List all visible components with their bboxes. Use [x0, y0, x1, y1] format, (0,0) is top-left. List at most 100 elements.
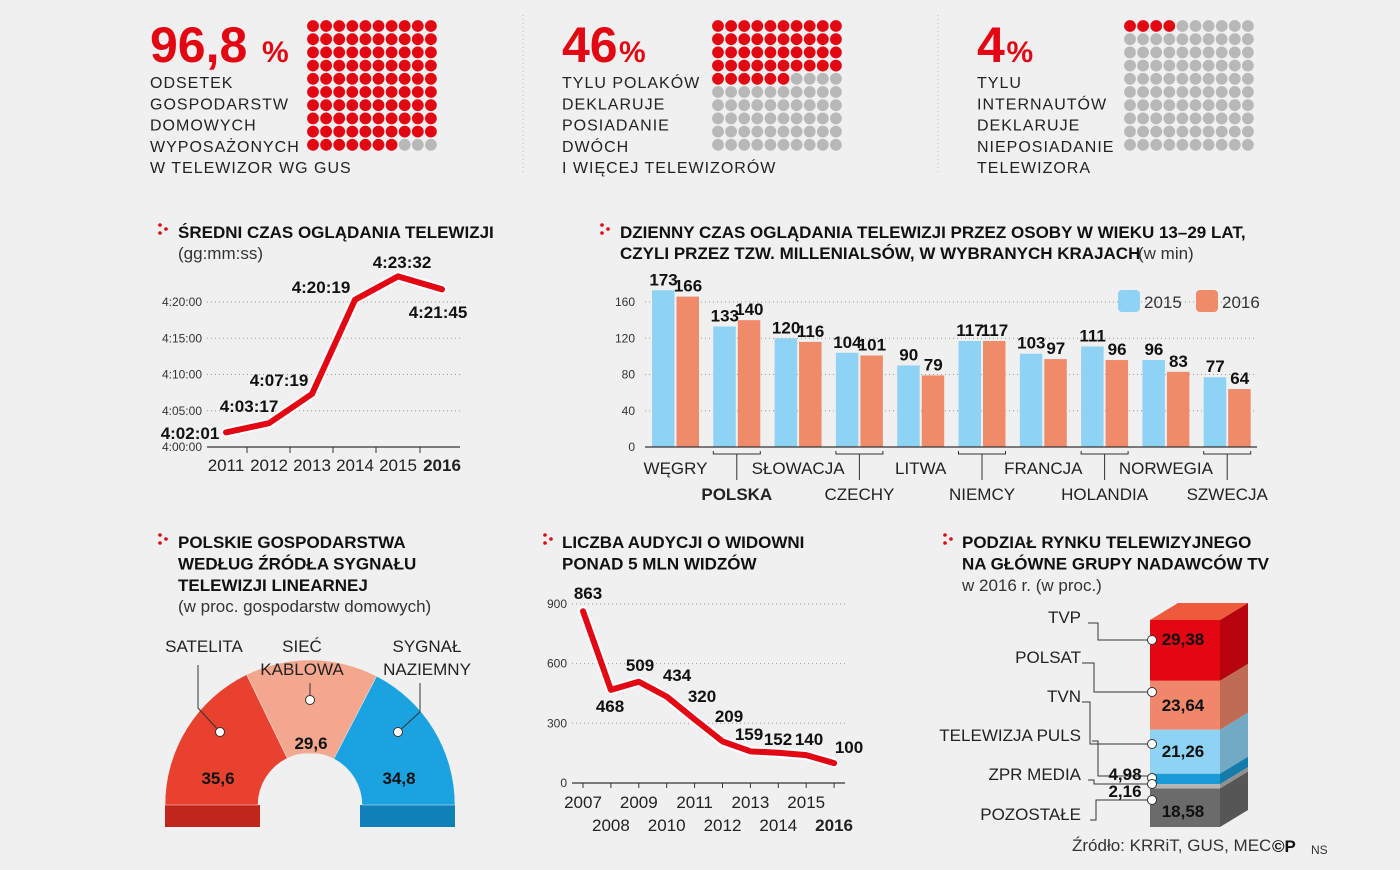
dot-empty: [790, 125, 803, 138]
data-label: 209: [715, 707, 743, 726]
dot-filled: [425, 46, 437, 59]
dot-empty: [777, 138, 790, 151]
category-label: FRANCJA: [1004, 459, 1083, 478]
chart-title-line: POLSKIE GOSPODARSTWA: [178, 533, 406, 552]
bar-value-label: 104: [833, 333, 862, 352]
dot-filled: [320, 46, 332, 59]
dot-grid: [712, 20, 842, 151]
dot-filled: [764, 72, 777, 85]
dot-filled: [725, 46, 737, 59]
dot-empty: [830, 112, 842, 125]
chart-subtitle: w 2016 r. (w proc.): [961, 576, 1102, 595]
segment-side: [1220, 771, 1248, 827]
slice-value: 34,8: [382, 769, 415, 788]
segment-tvn: [1150, 729, 1220, 774]
dot-filled: [385, 125, 398, 138]
x-tick-label: 2015: [787, 793, 825, 812]
dot-empty: [830, 99, 842, 112]
dot-filled: [372, 33, 385, 46]
x-tick-label: 2014: [759, 816, 797, 835]
dot-empty: [790, 86, 803, 98]
dot-filled: [385, 46, 398, 59]
legend-swatch: [1196, 290, 1218, 312]
x-tick-label: 2011: [208, 456, 245, 475]
dot-filled: [333, 112, 346, 125]
footer: Źródło: KRRiT, GUS, MEC ©P NS: [1072, 836, 1328, 857]
dot-filled: [738, 20, 751, 32]
slice: [333, 675, 456, 806]
legend: 2015 2016: [1118, 290, 1260, 312]
y-tick-label: 0: [628, 440, 635, 454]
dot-empty: [1150, 125, 1163, 138]
dot-empty: [1176, 138, 1189, 151]
bar-value-label: 103: [1017, 334, 1045, 353]
category-label: SZWECJA: [1187, 485, 1269, 504]
dot-empty: [1124, 112, 1136, 125]
dot-empty: [777, 112, 790, 125]
bullet-dot: [549, 537, 553, 541]
dot-filled: [425, 20, 437, 32]
dot-empty: [725, 112, 737, 125]
dot-filled: [385, 72, 398, 85]
bullet-dot: [543, 541, 547, 545]
bullet-dot: [600, 223, 604, 227]
dot-filled: [830, 46, 842, 59]
dot-empty: [1202, 59, 1215, 72]
dot-empty: [1150, 72, 1163, 85]
dot-empty: [1242, 99, 1254, 112]
dot-filled: [372, 99, 385, 112]
dot-empty: [1150, 99, 1163, 112]
dot-empty: [1150, 33, 1163, 46]
dot-filled: [398, 86, 411, 98]
dot-filled: [411, 46, 424, 59]
dot-empty: [777, 125, 790, 138]
leader-dot: [1147, 687, 1157, 697]
dot-empty: [1215, 33, 1228, 46]
dot-filled: [790, 33, 803, 46]
source-note: Źródło: KRRiT, GUS, MEC: [1072, 836, 1271, 855]
bullet-dot: [943, 541, 947, 545]
dot-empty: [1189, 112, 1202, 125]
leader-line: [1088, 779, 1148, 785]
dot-filled: [398, 59, 411, 72]
dot-empty: [1150, 86, 1163, 98]
segment-value: 18,58: [1162, 802, 1205, 821]
dot-empty: [1163, 72, 1176, 85]
stat-description-line: INTERNAUTÓW: [977, 94, 1107, 113]
dot-empty: [1189, 46, 1202, 59]
stat-value: 46: [562, 17, 618, 73]
bar-2015: [958, 340, 981, 447]
segment-label: TVN: [1047, 687, 1081, 706]
dot-filled: [425, 72, 437, 85]
dot-filled: [307, 59, 319, 72]
dot-empty: [830, 72, 842, 85]
dot-empty: [1202, 112, 1215, 125]
bar-2015: [897, 365, 920, 447]
bar-top: [1150, 603, 1248, 620]
dot-filled: [764, 20, 777, 32]
dot-filled: [372, 112, 385, 125]
dot-filled: [751, 33, 764, 46]
bar-2016: [860, 355, 883, 447]
data-label: 509: [626, 656, 654, 675]
dot-empty: [411, 138, 424, 151]
y-tick-label: 80: [622, 368, 636, 382]
segment-tvp: [1150, 620, 1220, 681]
bar-2015: [835, 352, 859, 447]
x-tick-label: 2011: [676, 793, 713, 812]
dot-empty: [1176, 99, 1189, 112]
dot-filled: [738, 59, 751, 72]
dot-empty: [425, 138, 437, 151]
dot-filled: [738, 33, 751, 46]
dot-empty: [803, 125, 816, 138]
dot-filled: [777, 33, 790, 46]
slice-label: KABLOWA: [260, 660, 344, 679]
slice-label: SIEĆ: [282, 637, 322, 656]
dot-filled: [372, 138, 385, 151]
dot-filled: [803, 33, 816, 46]
segment-label: POLSAT: [1015, 648, 1081, 667]
dot-filled: [738, 72, 751, 85]
dot-filled: [777, 20, 790, 32]
dot-empty: [1189, 138, 1202, 151]
dot-empty: [1150, 59, 1163, 72]
